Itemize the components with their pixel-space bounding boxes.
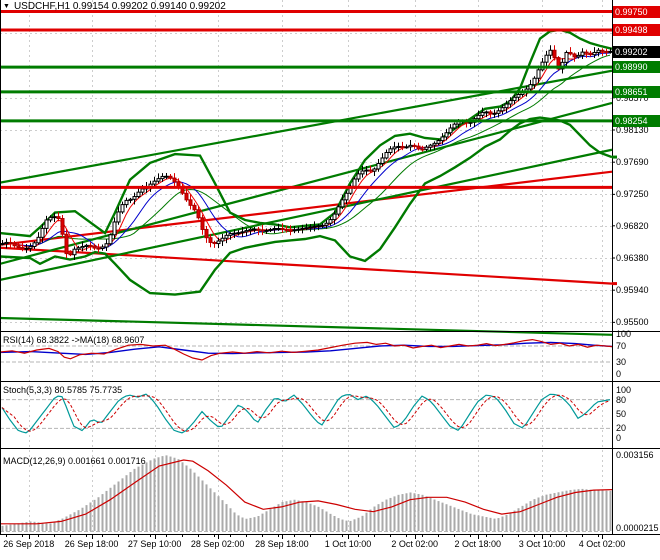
rsi-indicator-label: RSI(14) 68.3822 ->MA(18) 68.9607 xyxy=(3,335,145,345)
time-label: 26 Sep 18:00 xyxy=(64,539,119,549)
support-resistance-levels xyxy=(0,10,612,189)
price-tick-label: 0.95940 xyxy=(616,285,649,296)
indicator-scale-label: 30 xyxy=(616,357,627,367)
time-label: 2 Oct 02:00 xyxy=(391,539,438,549)
symbol-dropdown-arrow[interactable]: ▼ xyxy=(3,3,10,10)
macd-signal xyxy=(0,459,613,525)
price-badge: 0.98254 xyxy=(613,114,660,127)
moving-averages xyxy=(1,51,611,251)
indicator-scale-label: 100 xyxy=(616,329,632,339)
bollinger-bands xyxy=(0,28,613,296)
price-badge: 0.98651 xyxy=(613,85,660,98)
price-badge: 0.99202 xyxy=(613,45,660,58)
price-tick-label: 0.95500 xyxy=(616,317,649,328)
price-badge: 0.99498 xyxy=(613,23,660,36)
indicator-scale-label: 0 xyxy=(616,369,622,379)
macd-histogram xyxy=(1,455,612,531)
time-label: 3 Oct 10:00 xyxy=(518,539,566,549)
stoch-pane-lines xyxy=(1,393,611,434)
axis-tick-marks xyxy=(6,32,617,539)
stoch-d-line xyxy=(1,394,611,432)
indicator-scale-label: 50 xyxy=(616,409,627,419)
chart-title: ▼ USDCHF,H1 0.99154 0.99202 0.99140 0.992… xyxy=(3,1,226,12)
time-label: 28 Sep 02:00 xyxy=(190,539,245,549)
price-badge: 0.98990 xyxy=(613,61,660,74)
price-tick-label: 0.98130 xyxy=(616,125,649,135)
trendlines xyxy=(0,69,613,336)
price-badge: 0.99750 xyxy=(613,5,660,18)
time-label: 28 Sep 18:00 xyxy=(255,539,309,549)
indicator-scale-label: 0 xyxy=(616,433,622,443)
macd-indicator-label: MACD(12,26,9) 0.001661 0.001716 xyxy=(3,456,146,466)
macd-signal-line xyxy=(0,459,613,525)
time-label: 27 Sep 10:00 xyxy=(127,539,182,549)
rsi-line xyxy=(0,338,613,361)
time-label: 1 Oct 10:00 xyxy=(324,539,372,549)
stoch-indicator-label: Stoch(5,3,3) 80.5785 75.7735 xyxy=(3,385,123,395)
price-tick-label: 0.96380 xyxy=(616,252,649,263)
time-label: 4 Oct 02:00 xyxy=(578,539,626,549)
chart-title-text: USDCHF,H1 0.99154 0.99202 0.99140 0.9920… xyxy=(13,1,226,12)
time-label: 26 Sep 2018 xyxy=(3,539,55,549)
indicator-scale-label: 70 xyxy=(616,341,627,351)
rsi-ma-line xyxy=(0,341,613,356)
price-tick-label: 0.97250 xyxy=(616,189,649,200)
time-label: 2 Oct 18:00 xyxy=(454,539,501,549)
indicator-scale-label: 80 xyxy=(616,394,627,405)
candles-layer xyxy=(0,45,613,260)
macd-scale-max-label: 0.003156 xyxy=(616,450,654,460)
macd-scale-min-label: 0.0000215 xyxy=(616,523,659,533)
grid-layer xyxy=(0,0,612,534)
indicator-scale-label: 100 xyxy=(616,385,632,395)
rsi-pane-lines xyxy=(0,338,613,361)
indicator-scale-label: 20 xyxy=(616,423,627,434)
price-tick-label: 0.96820 xyxy=(616,220,649,231)
price-tick-label: 0.97690 xyxy=(616,157,649,168)
